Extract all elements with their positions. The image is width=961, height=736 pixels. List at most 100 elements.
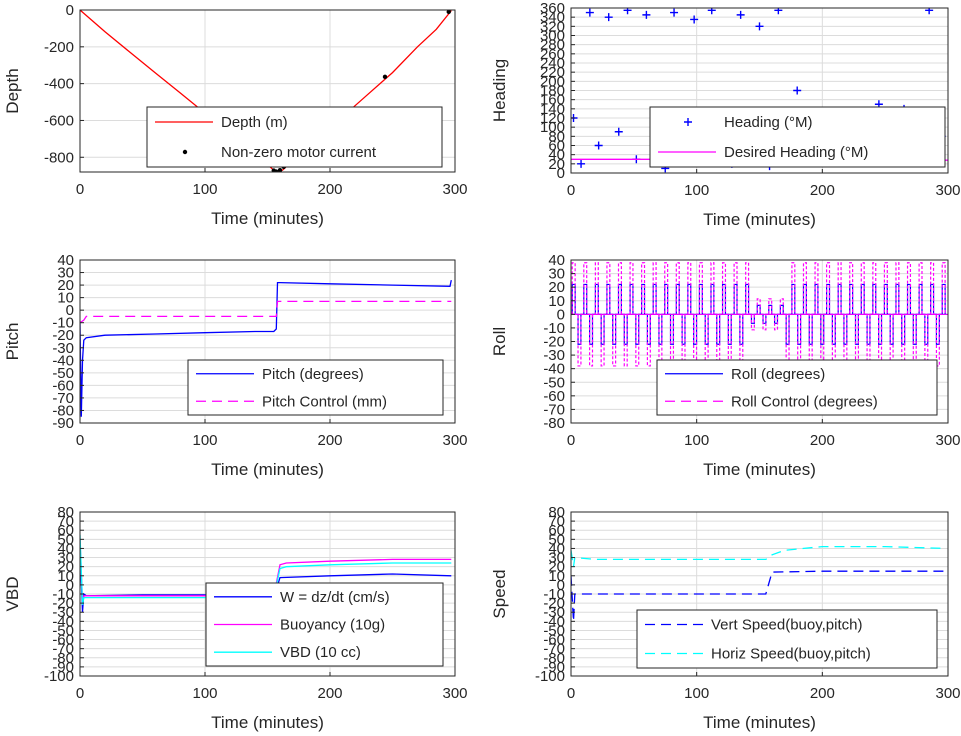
y-tick-label: -70 <box>52 641 74 658</box>
y-tick-label: -30 <box>543 347 565 364</box>
data-point <box>577 159 586 168</box>
y-tick-label: -90 <box>52 659 74 676</box>
x-tick-label: 300 <box>442 181 467 198</box>
data-point <box>755 22 764 31</box>
y-tick-label: -80 <box>52 650 74 667</box>
series-line <box>571 570 945 622</box>
y-tick-label: 40 <box>548 540 565 557</box>
data-point <box>594 141 603 150</box>
y-tick-label: 20 <box>548 279 565 296</box>
x-tick-label: 100 <box>192 685 217 702</box>
y-tick-label: -80 <box>543 415 565 432</box>
y-tick-label: 40 <box>57 540 74 557</box>
data-point <box>690 15 699 24</box>
y-tick-label: -20 <box>52 327 74 344</box>
legend: Depth (m) Non-zero motor current <box>146 106 443 168</box>
y-tick-label: -70 <box>52 390 74 407</box>
y-tick-label: 180 <box>540 83 565 100</box>
y-axis-label: Roll <box>490 327 509 356</box>
data-point <box>642 10 651 19</box>
series-group <box>571 545 945 622</box>
legend: W = dz/dt (cm/s) Buoyancy (10g) VBD (10 cc… <box>205 582 444 667</box>
x-tick-label: 0 <box>567 685 575 702</box>
legend-label: Roll (degrees) <box>731 366 825 383</box>
chart-speed: 0 100 200 30080706050403020100-10-20-30-40-… <box>490 504 961 732</box>
legend-label: Heading (°M) <box>724 114 813 131</box>
y-axis-label: Heading <box>490 59 509 122</box>
x-tick-label: 300 <box>442 432 467 449</box>
series-group <box>80 279 452 417</box>
y-tick-label: -30 <box>543 604 565 621</box>
y-axis-label: Depth <box>3 68 22 113</box>
data-point <box>614 127 623 136</box>
x-axis-label: Time (minutes) <box>703 460 816 479</box>
y-tick-label: 80 <box>57 504 74 521</box>
series-line <box>80 279 452 417</box>
data-point <box>774 8 783 15</box>
data-point <box>925 8 934 15</box>
legend: Heading (°M) Desired Heading (°M) <box>649 106 946 168</box>
y-tick-label: 280 <box>540 37 565 54</box>
x-axis-label: Time (minutes) <box>703 210 816 229</box>
y-tick-label: 60 <box>548 522 565 539</box>
x-tick-label: 300 <box>935 685 960 702</box>
y-tick-label: 200 <box>540 73 565 90</box>
chart-heading: 0 100 200 300020406080100120140160180200220… <box>490 0 961 229</box>
y-tick-label: 70 <box>548 513 565 530</box>
x-tick-label: 0 <box>567 432 575 449</box>
legend: Roll (degrees) Roll Control (degrees) <box>656 359 938 416</box>
data-point <box>604 13 613 22</box>
legend-box <box>187 359 444 416</box>
y-axis-label: Pitch <box>3 323 22 361</box>
series-group <box>571 262 948 367</box>
y-tick-label: -10 <box>543 586 565 603</box>
y-tick-label: -600 <box>44 112 74 129</box>
legend-label: Desired Heading (°M) <box>724 144 868 161</box>
legend-label: Pitch Control (mm) <box>262 393 387 410</box>
legend-label: W = dz/dt (cm/s) <box>280 589 390 606</box>
y-tick-label: 0 <box>66 302 74 319</box>
x-tick-label: 0 <box>76 181 84 198</box>
y-tick-label: 140 <box>540 101 565 118</box>
y-tick-label: 10 <box>57 568 74 585</box>
y-tick-label: 240 <box>540 55 565 72</box>
y-tick-label: -80 <box>543 650 565 667</box>
axes-box <box>79 259 456 424</box>
legend-label: Horiz Speed(buoy,pitch) <box>711 646 871 663</box>
y-tick-label: 40 <box>57 252 74 269</box>
y-tick-label: -70 <box>543 641 565 658</box>
legend-box <box>649 106 946 168</box>
y-tick-label: 20 <box>548 156 565 173</box>
y-tick-label: 10 <box>548 293 565 310</box>
y-tick-label: -70 <box>543 401 565 418</box>
legend-label: Non-zero motor current <box>221 144 377 161</box>
y-axis-label: Speed <box>490 569 509 618</box>
x-tick-label: 100 <box>684 685 709 702</box>
y-tick-label: -40 <box>52 613 74 630</box>
y-tick-label: -50 <box>52 622 74 639</box>
y-tick-label: 80 <box>548 128 565 145</box>
x-tick-label: 0 <box>76 685 84 702</box>
y-tick-label: 10 <box>548 568 565 585</box>
y-tick-label: -10 <box>52 315 74 332</box>
y-axis-label: VBD <box>3 577 22 612</box>
y-tick-label: -40 <box>543 613 565 630</box>
y-tick-label: 100 <box>540 119 565 136</box>
data-point <box>277 167 283 172</box>
x-tick-label: 100 <box>684 432 709 449</box>
x-axis-label: Time (minutes) <box>211 209 324 228</box>
series-line <box>571 545 945 567</box>
data-point <box>707 8 716 15</box>
y-tick-label: 20 <box>548 559 565 576</box>
axes-box <box>79 9 456 173</box>
x-tick-label: 200 <box>810 182 835 199</box>
y-tick-label: 70 <box>57 513 74 530</box>
y-tick-label: -200 <box>44 39 74 56</box>
chart-roll: 0 100 200 300403020100-10-20-30-40-50-60-70… <box>490 252 961 479</box>
data-point <box>736 10 745 19</box>
x-tick-label: 200 <box>810 432 835 449</box>
y-tick-label: -30 <box>52 340 74 357</box>
data-point <box>793 86 802 95</box>
chart-pitch: 0 100 200 300403020100-10-20-30-40-50-60-70… <box>3 252 468 479</box>
